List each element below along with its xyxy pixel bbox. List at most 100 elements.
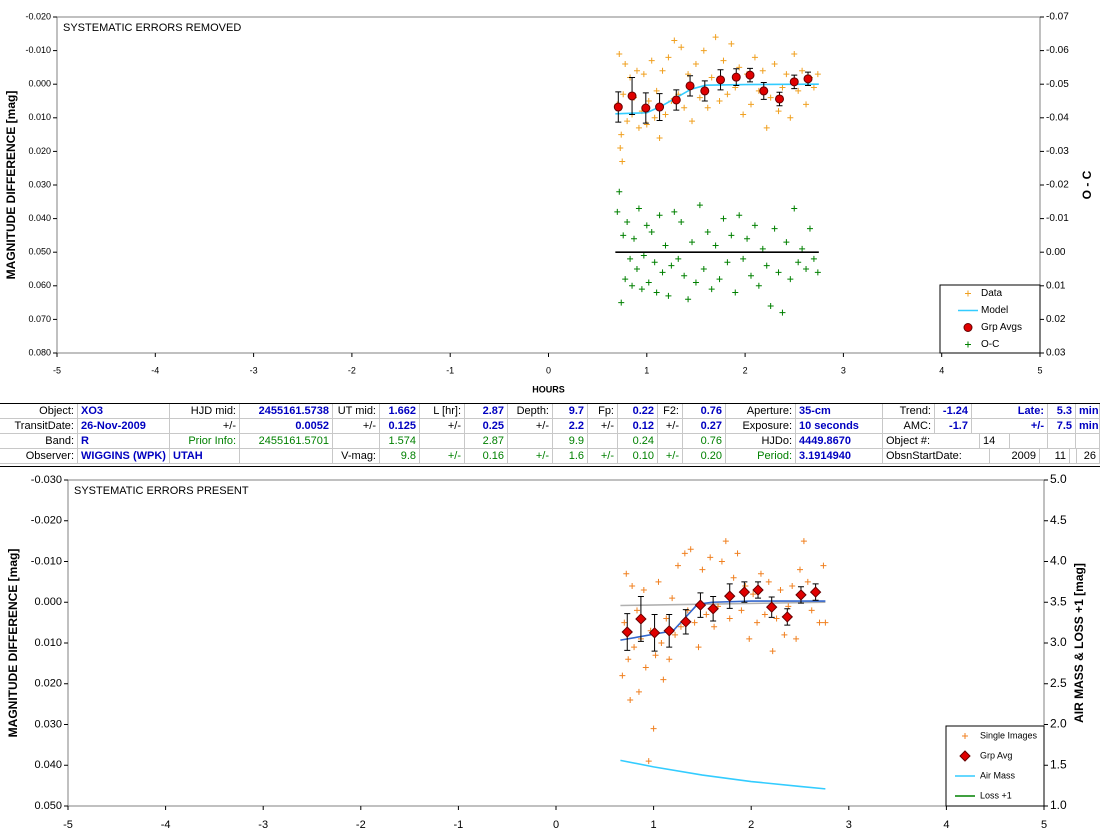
data-point — [791, 205, 798, 212]
table-cell — [1076, 434, 1100, 449]
data-point — [775, 108, 782, 115]
x-tick-label: -1 — [446, 365, 454, 375]
y-tick-label: 0.010 — [28, 112, 51, 122]
data-point — [616, 50, 623, 57]
table-cell: +/- — [420, 449, 465, 464]
table-cell: +/- — [658, 419, 683, 434]
data-point — [767, 302, 774, 309]
data-point — [627, 697, 634, 704]
group-average — [775, 94, 785, 104]
legend-label: Model — [981, 305, 1008, 316]
table-cell: 0.12 — [618, 419, 658, 434]
data-point — [651, 259, 658, 266]
table-cell: 0.125 — [380, 419, 420, 434]
table-cell: min — [1076, 404, 1100, 419]
data-point — [656, 212, 663, 219]
y2-tick-label: -0.04 — [1046, 112, 1069, 123]
x-tick-label: -2 — [356, 819, 366, 831]
table-cell: 0.27 — [683, 419, 726, 434]
data-point — [617, 145, 624, 152]
y-tick-label: 0.080 — [28, 347, 51, 357]
legend-box — [945, 725, 1045, 807]
data-point — [777, 587, 784, 594]
data-point — [624, 218, 631, 225]
table-cell: 2.87 — [465, 434, 508, 449]
x-tick-label: 0 — [553, 819, 559, 831]
data-point — [747, 272, 754, 279]
data-point — [689, 118, 696, 125]
data-point — [763, 124, 770, 131]
data-point — [685, 296, 692, 303]
data-point — [620, 91, 627, 98]
data-point — [618, 131, 625, 138]
y2-tick-label: 2.5 — [1050, 676, 1067, 690]
group-average — [613, 102, 623, 112]
data-point — [718, 558, 725, 565]
data-point — [622, 276, 629, 283]
data-point — [765, 578, 772, 585]
group-average — [803, 74, 813, 84]
data-point — [720, 57, 727, 64]
legend-box — [939, 284, 1041, 354]
data-point — [634, 607, 641, 614]
table-cell: 1.6 — [553, 449, 588, 464]
data-point — [635, 205, 642, 212]
data-point — [761, 611, 768, 618]
legend-label: Grp Avg — [980, 750, 1012, 760]
group-average — [738, 586, 751, 598]
data-point — [795, 259, 802, 266]
data-point — [631, 644, 638, 651]
data-point — [703, 611, 710, 618]
data-point — [751, 222, 758, 229]
table-cell: min — [1076, 419, 1100, 434]
table-cell: WIGGINS (WPK) — [78, 449, 170, 464]
data-point — [787, 276, 794, 283]
series-line — [620, 759, 826, 790]
chart-title: SYSTEMATIC ERRORS PRESENT — [74, 485, 249, 497]
x-tick-label: 3 — [846, 819, 852, 831]
table-cell: Object: — [0, 404, 78, 419]
table-cell: 1.662 — [380, 404, 420, 419]
data-point — [711, 623, 718, 630]
x-tick-label: -5 — [63, 819, 73, 831]
data-point — [708, 74, 715, 81]
table-cell: 14 — [980, 434, 1010, 449]
table-cell: +/- — [508, 449, 553, 464]
data-point — [687, 546, 694, 553]
data-point — [779, 84, 786, 91]
legend-label: Grp Avgs — [981, 322, 1022, 333]
table-cell: 1.574 — [380, 434, 420, 449]
data-point — [619, 158, 626, 165]
legend-swatch — [963, 323, 973, 332]
y-tick-label: -0.020 — [31, 515, 62, 527]
table-cell: 9.9 — [553, 434, 588, 449]
group-average — [635, 613, 647, 625]
data-point — [671, 37, 678, 44]
table-cell — [240, 449, 333, 464]
table-cell: 0.20 — [683, 449, 726, 464]
y-tick-label: 0.030 — [34, 718, 62, 730]
group-average — [685, 81, 695, 91]
y-tick-label: -0.010 — [31, 555, 62, 567]
data-point — [668, 262, 675, 269]
data-point — [740, 255, 747, 262]
data-point — [820, 562, 827, 569]
data-point — [773, 615, 780, 622]
x-tick-label: -5 — [53, 365, 61, 375]
group-average — [648, 627, 661, 639]
table-cell: 26 — [1076, 449, 1100, 464]
data-point — [651, 114, 658, 121]
data-point — [650, 725, 657, 732]
data-point — [666, 656, 673, 663]
x-tick-label: 4 — [939, 365, 944, 375]
data-point — [704, 229, 711, 236]
data-point — [767, 94, 774, 101]
y-tick-label: 0.000 — [34, 596, 62, 608]
y2-tick-label: 5.0 — [1050, 472, 1067, 486]
table-cell: Depth: — [508, 404, 553, 419]
data-point — [633, 67, 640, 74]
table-cell — [1010, 434, 1048, 449]
data-point — [681, 550, 688, 557]
data-point — [803, 266, 810, 272]
data-point — [763, 262, 770, 269]
